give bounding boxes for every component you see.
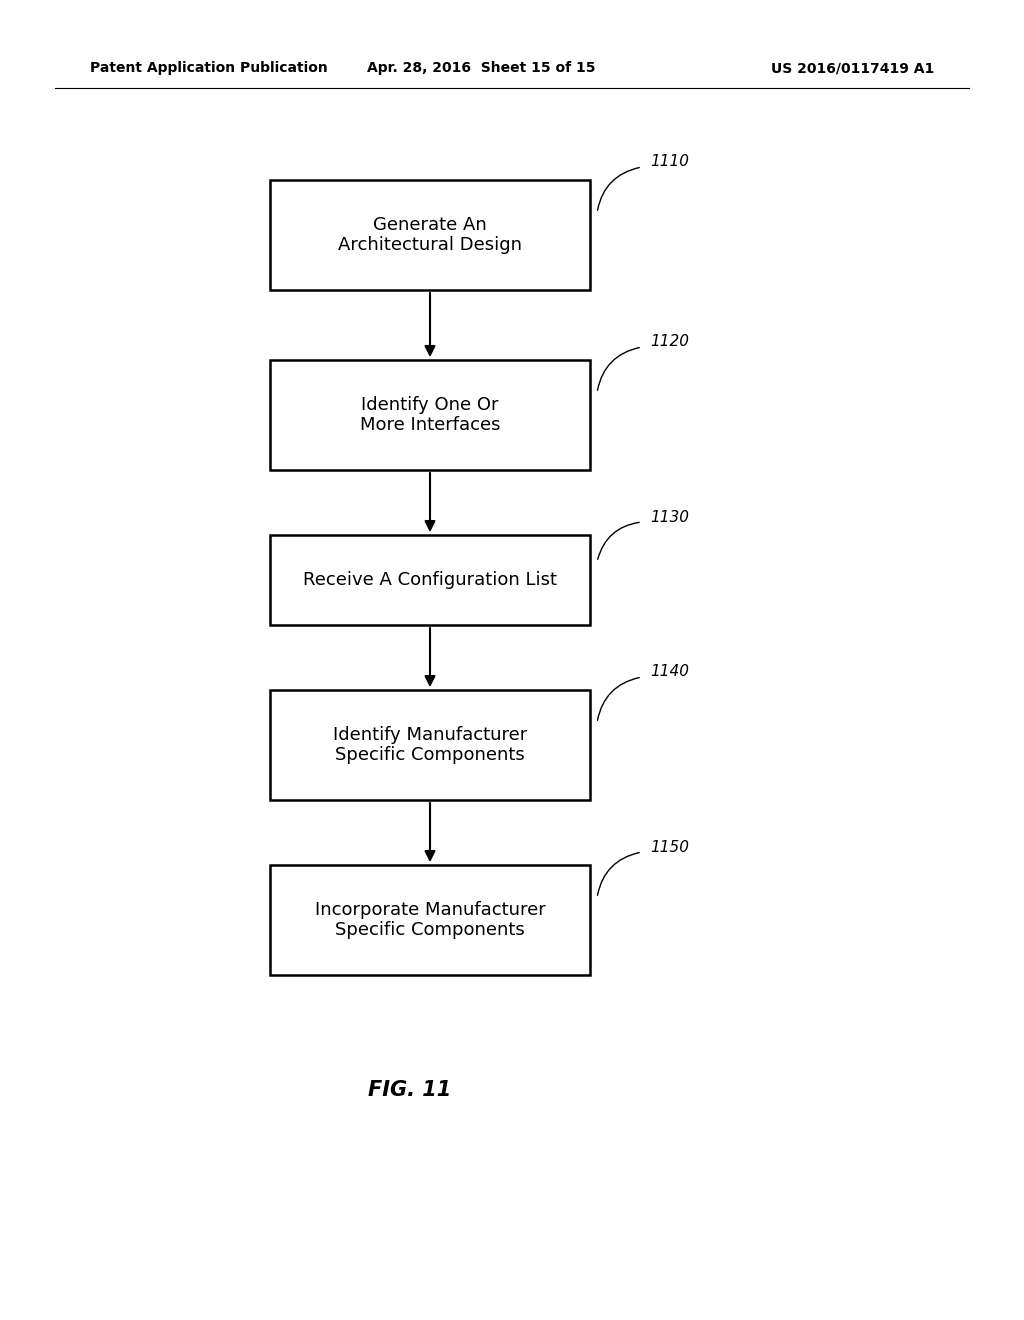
Text: US 2016/0117419 A1: US 2016/0117419 A1 [771, 61, 934, 75]
Text: 1150: 1150 [650, 840, 689, 854]
Text: Incorporate Manufacturer
Specific Components: Incorporate Manufacturer Specific Compon… [314, 900, 546, 940]
Bar [270, 690, 590, 800]
Bar [270, 535, 590, 624]
Text: Identify One Or
More Interfaces: Identify One Or More Interfaces [359, 396, 501, 434]
Bar [270, 180, 590, 290]
Text: Receive A Configuration List: Receive A Configuration List [303, 572, 557, 589]
Text: 1130: 1130 [650, 510, 689, 524]
Text: Apr. 28, 2016  Sheet 15 of 15: Apr. 28, 2016 Sheet 15 of 15 [367, 61, 596, 75]
Bar [270, 360, 590, 470]
Bar [270, 865, 590, 975]
Text: 1140: 1140 [650, 664, 689, 680]
Text: FIG. 11: FIG. 11 [369, 1080, 452, 1100]
Text: Patent Application Publication: Patent Application Publication [90, 61, 328, 75]
Text: Generate An
Architectural Design: Generate An Architectural Design [338, 215, 522, 255]
Text: 1110: 1110 [650, 154, 689, 169]
Text: 1120: 1120 [650, 334, 689, 350]
Text: Identify Manufacturer
Specific Components: Identify Manufacturer Specific Component… [333, 726, 527, 764]
